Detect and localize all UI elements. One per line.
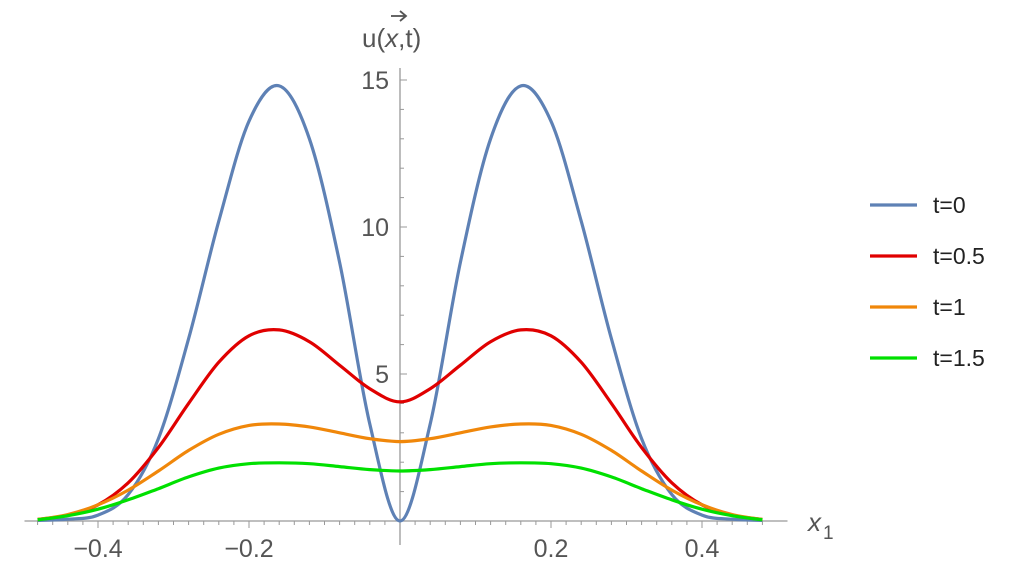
- y-axis-label: u(x,t): [362, 10, 421, 53]
- x-axis-label-main: x: [806, 507, 822, 537]
- y-axis-label-vector: x: [383, 23, 399, 53]
- legend: t=0 t=0.5 t=1 t=1.5: [870, 192, 985, 371]
- y-tick-label: 5: [375, 361, 389, 389]
- series-line-2: [37, 328, 763, 522]
- y-axis-label-suffix: ,t): [398, 23, 421, 53]
- legend-label: t=0.5: [933, 243, 985, 269]
- x-axis-ticks: −0.4 −0.2 0.2 0.4: [37, 521, 763, 563]
- legend-label: t=0: [933, 192, 966, 218]
- x-tick-label: 0.4: [685, 535, 720, 563]
- legend-label: t=1.5: [933, 345, 985, 371]
- y-tick-label: 15: [361, 67, 389, 95]
- y-axis-ticks: 5 10 15: [361, 67, 407, 493]
- legend-label: t=1: [933, 294, 966, 320]
- x-tick-label: −0.2: [224, 535, 273, 563]
- x-tick-label: −0.4: [73, 535, 122, 563]
- series-line-1: [37, 84, 763, 523]
- series-line-4: [37, 461, 763, 522]
- x-axis-label-subscript: 1: [823, 523, 834, 544]
- series-line-3: [37, 422, 763, 522]
- series-lines: [37, 84, 763, 523]
- svg-text:u(x,t): u(x,t): [362, 23, 421, 53]
- x-tick-label: 0.2: [534, 535, 569, 563]
- vector-arrow-icon: [391, 10, 408, 22]
- y-tick-label: 10: [361, 214, 389, 242]
- axes: [24, 68, 788, 545]
- y-axis-label-prefix: u(: [362, 23, 385, 53]
